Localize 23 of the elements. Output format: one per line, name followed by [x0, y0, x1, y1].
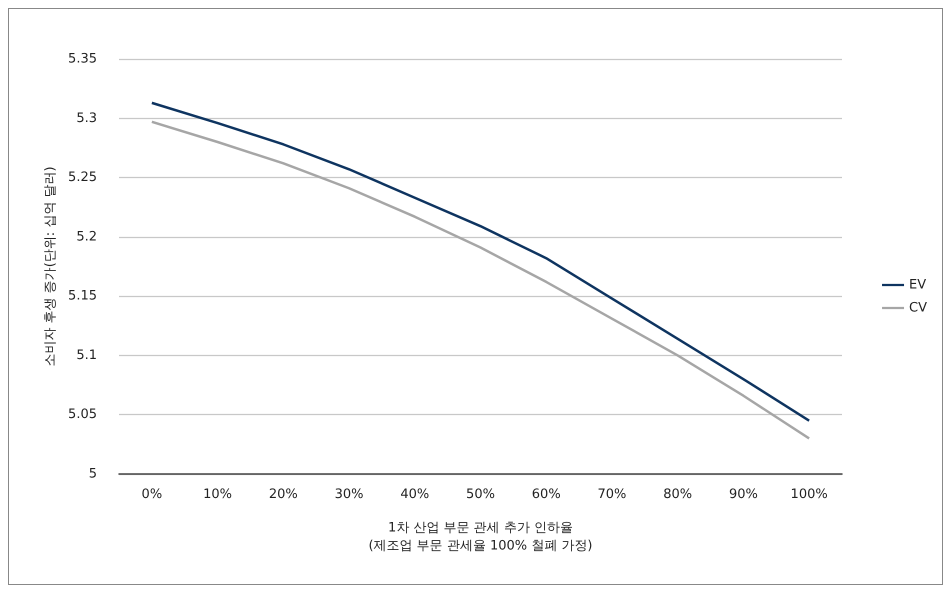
y-tick-label: 5.3: [76, 110, 97, 126]
legend-label: CV: [909, 300, 928, 316]
y-tick-label: 5.35: [68, 52, 97, 66]
x-tick-label: 40%: [400, 487, 430, 502]
y-tick-label: 5.25: [68, 170, 97, 186]
x-tick-label: 0%: [142, 487, 162, 502]
x-tick-label: 70%: [598, 487, 626, 502]
y-tick-label: 5.05: [68, 407, 97, 422]
x-tick-label: 60%: [532, 487, 561, 502]
x-tick-label: 80%: [663, 487, 692, 502]
x-tick-label: 10%: [203, 487, 232, 502]
y-tick-label: 5.2: [76, 229, 97, 244]
y-tick-label: 5.15: [68, 288, 97, 304]
x-tick-label: 30%: [334, 487, 364, 502]
legend-label: EV: [909, 278, 926, 292]
y-tick-label: 5.1: [76, 348, 97, 363]
x-tick-label: 50%: [466, 487, 495, 502]
x-tick-label: 90%: [728, 487, 758, 502]
x-axis-title: 1차 산업 부문 관세 추가 인하율 (제조업 부문 관세율 100% 철폐 가정): [368, 520, 592, 554]
y-axis-title: 소비자 후생 증가(단위: 십억 달러): [43, 166, 58, 367]
x-tick-label: 20%: [268, 487, 298, 502]
x-tick-label: 100%: [790, 487, 828, 502]
y-tick-label: 5: [88, 466, 97, 482]
